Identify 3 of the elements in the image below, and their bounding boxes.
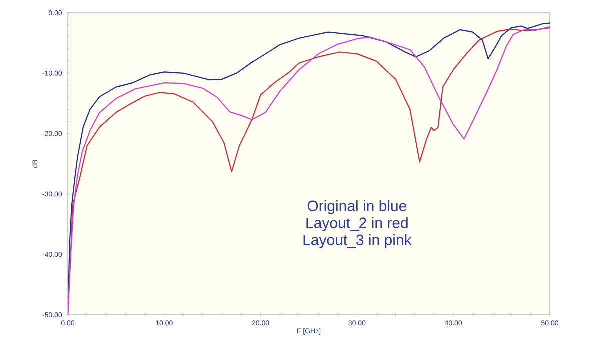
- annotation: Original in blue: [308, 200, 407, 214]
- annotation: Layout_2 in red: [306, 217, 408, 232]
- annotation: Layout_3 in pink: [304, 234, 412, 248]
